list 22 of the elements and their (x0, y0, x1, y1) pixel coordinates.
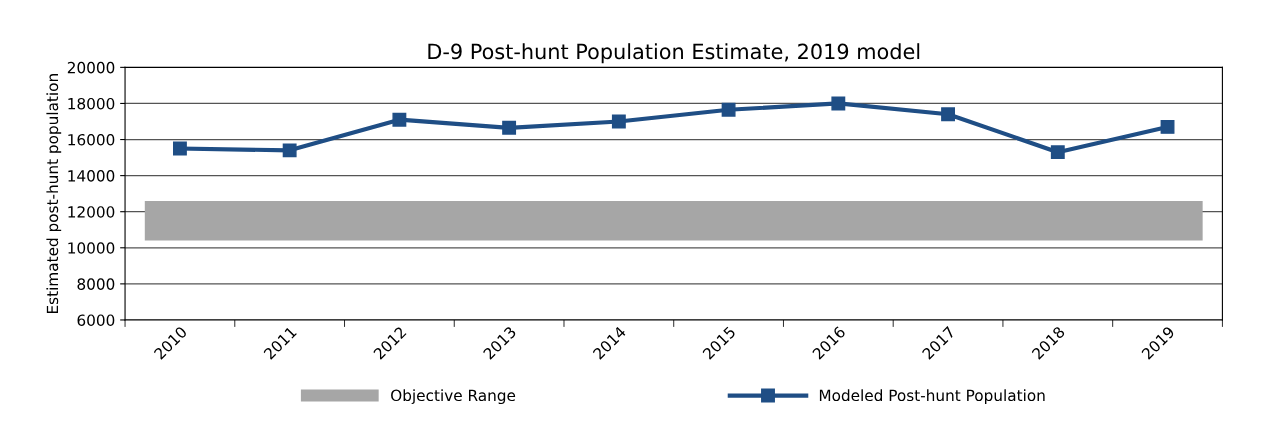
y-tick-label: 14000 (68, 170, 115, 182)
y-axis-title: Estimated post-hunt population (46, 74, 62, 314)
point (611, 114, 626, 129)
point (282, 143, 297, 158)
point (172, 141, 187, 156)
legend-label: Objective Range (391, 389, 516, 405)
y-tick-label: 20000 (67, 61, 115, 74)
y-tick-label: 12000 (68, 206, 115, 218)
point (831, 96, 846, 111)
point (392, 112, 407, 127)
y-tick-label: 16000 (68, 134, 115, 146)
y-tick-label: 18000 (68, 97, 115, 110)
y-tick-label: 6000 (77, 314, 115, 326)
y-tick-label: 8000 (77, 278, 115, 290)
point (941, 107, 956, 122)
point (502, 120, 517, 135)
legend-label: Modeled Post-hunt Population (819, 389, 1045, 405)
point (1050, 145, 1065, 160)
point (721, 102, 736, 117)
chart-title: D-9 Post-hunt Population Estimate, 2019 model (428, 43, 920, 64)
y-tick-label: 10000 (68, 242, 115, 254)
point (1160, 119, 1175, 134)
